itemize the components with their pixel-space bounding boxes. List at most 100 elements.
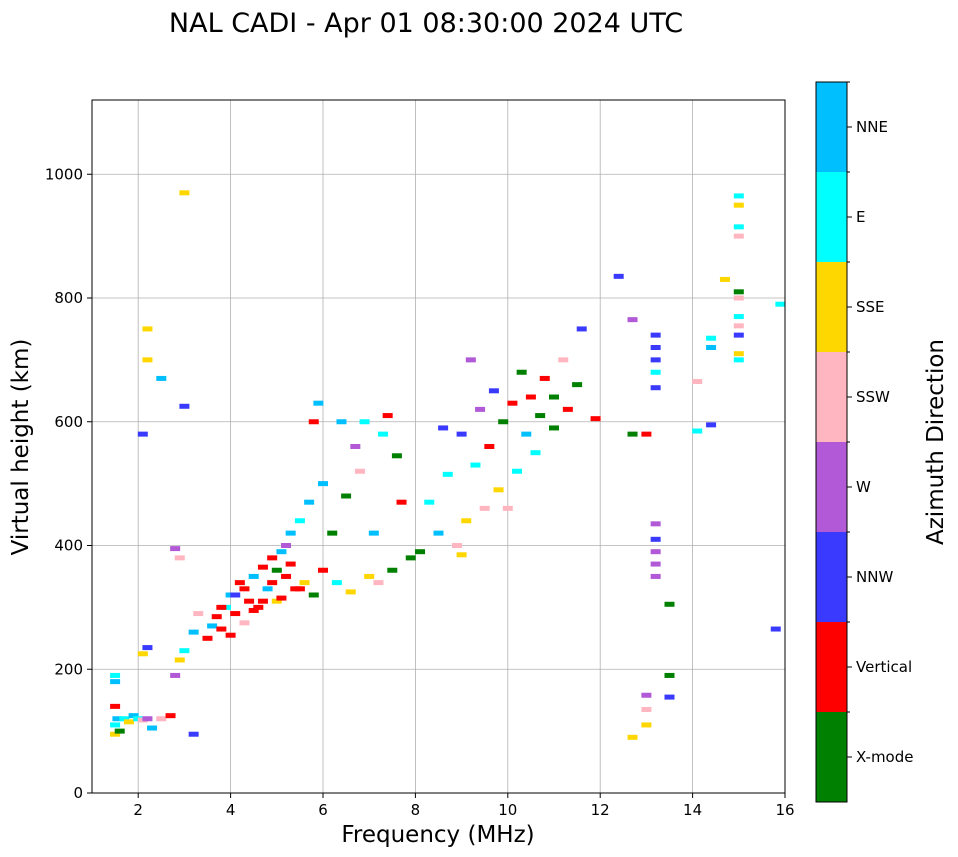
data-point	[733, 193, 744, 199]
data-point	[341, 493, 352, 499]
data-point	[137, 651, 148, 657]
data-point	[664, 694, 675, 700]
data-point	[308, 592, 319, 598]
data-point	[692, 428, 703, 434]
x-tick-label: 8	[411, 801, 421, 819]
data-point	[142, 645, 153, 651]
data-point	[359, 419, 370, 425]
data-point	[142, 357, 153, 363]
data-point	[276, 595, 287, 601]
colorbar-tick-label: Vertical	[856, 658, 912, 676]
colorbar-segment	[816, 172, 847, 262]
data-point	[415, 549, 426, 555]
x-tick-label: 6	[318, 801, 328, 819]
data-point	[424, 499, 435, 505]
data-point	[327, 530, 338, 536]
x-tick-label: 2	[133, 801, 143, 819]
data-point	[488, 388, 499, 394]
data-point	[188, 629, 199, 635]
data-point	[257, 564, 268, 570]
data-point	[137, 431, 148, 437]
data-point	[313, 400, 324, 406]
data-point	[354, 468, 365, 474]
data-point	[142, 716, 153, 722]
colorbar-tick-label: NNE	[856, 118, 888, 136]
x-axis-ticks: 2 4 6 8 10 12 14 16	[133, 793, 795, 819]
data-point	[502, 505, 513, 511]
data-point	[378, 431, 389, 437]
data-point	[572, 382, 583, 388]
data-point	[110, 679, 121, 685]
data-point	[294, 518, 305, 524]
data-point	[650, 345, 661, 350]
data-point	[110, 722, 121, 728]
data-point	[262, 586, 273, 592]
data-point	[147, 725, 158, 731]
data-point	[281, 573, 292, 579]
data-point	[706, 335, 717, 341]
data-point	[719, 276, 730, 282]
data-point	[382, 413, 393, 419]
data-point	[775, 301, 786, 307]
data-point	[276, 549, 287, 555]
data-point	[535, 413, 546, 419]
data-point	[299, 580, 310, 586]
data-point	[257, 598, 268, 604]
data-point	[179, 403, 190, 409]
data-point	[110, 731, 121, 737]
colorbar-tick-label: NNW	[856, 568, 893, 586]
data-point	[308, 419, 319, 425]
x-tick-label: 10	[498, 801, 517, 819]
y-tick-label: 400	[54, 537, 83, 555]
data-point	[521, 431, 532, 437]
data-point	[451, 543, 462, 548]
data-point	[641, 722, 652, 728]
data-point	[562, 406, 573, 412]
data-point	[706, 345, 717, 350]
data-point	[456, 552, 467, 558]
data-point	[234, 580, 245, 586]
data-point	[396, 499, 407, 505]
colorbar-segment	[816, 352, 847, 442]
data-point	[211, 614, 222, 620]
data-point	[507, 400, 518, 406]
data-point	[613, 273, 624, 279]
colorbar-segment	[816, 262, 847, 352]
data-point	[733, 351, 744, 357]
data-point	[387, 567, 398, 573]
data-point	[112, 716, 123, 722]
data-point	[650, 369, 661, 375]
data-point	[267, 555, 278, 561]
data-point	[733, 357, 744, 363]
data-point	[267, 580, 278, 586]
colorbar-tick-label: SSW	[856, 388, 890, 406]
data-point	[733, 323, 744, 329]
data-point	[336, 419, 347, 425]
data-point	[516, 369, 527, 375]
data-point	[692, 379, 703, 385]
data-point	[239, 586, 250, 592]
data-point	[368, 530, 379, 536]
data-point	[179, 648, 190, 654]
data-point	[225, 632, 236, 638]
colorbar-segment	[816, 622, 847, 712]
data-point	[664, 601, 675, 607]
data-point	[193, 611, 204, 617]
data-point	[733, 233, 744, 239]
y-axis-label: Virtual height (km)	[8, 339, 34, 556]
colorbar-tick-label: X-mode	[856, 748, 913, 766]
data-point	[590, 416, 601, 422]
data-point	[706, 422, 717, 428]
data-point	[174, 657, 185, 663]
data-point	[202, 635, 213, 641]
data-point	[285, 561, 296, 567]
data-point	[650, 573, 661, 579]
data-point	[664, 672, 675, 678]
data-point	[285, 530, 296, 536]
data-point	[239, 620, 250, 626]
data-point	[470, 462, 481, 468]
data-point	[733, 332, 744, 338]
data-point	[170, 672, 181, 678]
data-point	[650, 536, 661, 542]
